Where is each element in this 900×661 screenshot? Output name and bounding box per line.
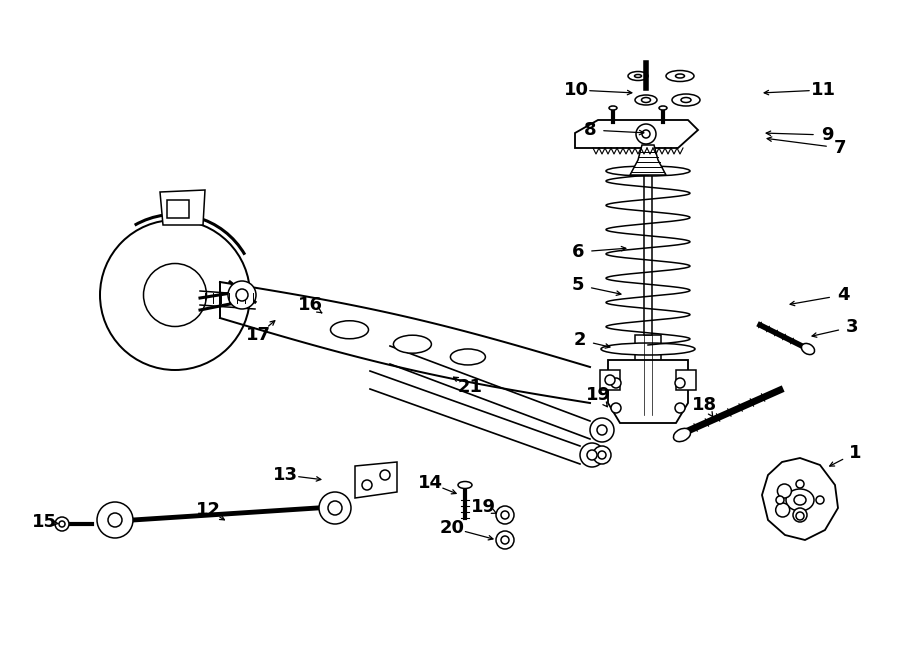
Ellipse shape	[601, 343, 695, 355]
Circle shape	[380, 470, 390, 480]
Ellipse shape	[681, 98, 691, 102]
Text: 19: 19	[586, 386, 610, 404]
Text: 8: 8	[584, 121, 597, 139]
Text: 19: 19	[471, 498, 496, 516]
Ellipse shape	[635, 95, 657, 105]
Ellipse shape	[666, 71, 694, 81]
Circle shape	[496, 506, 514, 524]
Ellipse shape	[672, 94, 700, 106]
Bar	[635, 335, 661, 415]
Text: 12: 12	[195, 501, 220, 519]
Text: 9: 9	[821, 126, 833, 144]
Ellipse shape	[393, 335, 431, 353]
Polygon shape	[355, 462, 397, 498]
Text: 5: 5	[572, 276, 584, 294]
Polygon shape	[608, 360, 688, 423]
Bar	[167, 200, 189, 218]
Circle shape	[362, 480, 372, 490]
Circle shape	[496, 531, 514, 549]
Circle shape	[793, 508, 807, 522]
Ellipse shape	[609, 106, 617, 110]
Circle shape	[598, 451, 606, 459]
Circle shape	[611, 378, 621, 388]
Circle shape	[328, 501, 342, 515]
Ellipse shape	[450, 349, 485, 365]
Bar	[676, 370, 696, 390]
Ellipse shape	[794, 495, 806, 505]
Circle shape	[501, 511, 509, 519]
Circle shape	[580, 443, 604, 467]
Polygon shape	[762, 458, 838, 540]
Circle shape	[776, 503, 789, 517]
Ellipse shape	[659, 106, 667, 110]
Text: 7: 7	[833, 139, 846, 157]
Text: 21: 21	[457, 378, 482, 396]
Text: 20: 20	[439, 519, 464, 537]
Ellipse shape	[458, 481, 472, 488]
Circle shape	[675, 403, 685, 413]
Text: 2: 2	[574, 331, 586, 349]
Circle shape	[597, 425, 607, 435]
Circle shape	[59, 521, 65, 527]
Text: 10: 10	[563, 81, 589, 99]
Bar	[644, 155, 652, 335]
Bar	[600, 370, 620, 390]
Text: 13: 13	[273, 466, 298, 484]
Circle shape	[816, 496, 824, 504]
Circle shape	[642, 130, 650, 138]
Circle shape	[587, 450, 597, 460]
Circle shape	[796, 480, 804, 488]
Circle shape	[143, 264, 206, 327]
Circle shape	[319, 492, 351, 524]
Ellipse shape	[642, 98, 651, 102]
Circle shape	[611, 403, 621, 413]
Ellipse shape	[628, 71, 648, 81]
Text: 1: 1	[849, 444, 861, 462]
Circle shape	[501, 536, 509, 544]
Circle shape	[778, 484, 791, 498]
Ellipse shape	[606, 166, 690, 176]
Text: 11: 11	[811, 81, 835, 99]
Circle shape	[636, 124, 656, 144]
Circle shape	[776, 496, 784, 504]
Text: 16: 16	[298, 296, 322, 314]
Polygon shape	[160, 190, 205, 225]
Circle shape	[55, 517, 69, 531]
Ellipse shape	[634, 75, 642, 77]
Ellipse shape	[676, 74, 685, 78]
Ellipse shape	[330, 321, 368, 338]
Text: 4: 4	[837, 286, 850, 304]
Circle shape	[97, 502, 133, 538]
Polygon shape	[575, 120, 698, 148]
Circle shape	[675, 378, 685, 388]
Circle shape	[605, 375, 615, 385]
Circle shape	[108, 513, 122, 527]
Text: 3: 3	[846, 318, 859, 336]
Polygon shape	[630, 145, 666, 175]
Text: 17: 17	[246, 326, 271, 344]
Circle shape	[590, 418, 614, 442]
Circle shape	[593, 446, 611, 464]
Ellipse shape	[673, 428, 690, 442]
Circle shape	[100, 220, 250, 370]
Text: 18: 18	[692, 396, 717, 414]
Circle shape	[228, 281, 256, 309]
Circle shape	[796, 512, 804, 520]
Text: 15: 15	[32, 513, 57, 531]
Circle shape	[236, 289, 248, 301]
Text: 14: 14	[418, 474, 443, 492]
Text: 6: 6	[572, 243, 584, 261]
Ellipse shape	[801, 344, 814, 354]
Ellipse shape	[786, 489, 814, 511]
